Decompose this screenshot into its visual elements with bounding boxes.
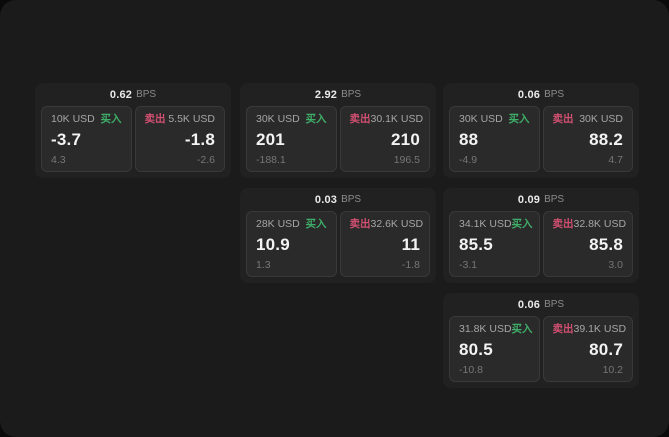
bps-spread-header: 0.62 BPS [41,83,225,106]
buy-size-label: 34.1K USD [459,218,512,230]
bps-value: 0.03 [314,193,338,206]
bps-value: 2.92 [314,88,338,101]
buy-quote-panel[interactable]: 31.8K USD 买入 80.5 -10.8 [449,316,540,382]
bps-spread-header: 0.06 BPS [449,83,633,106]
sell-price: -1.8 [184,130,215,149]
buy-quote-panel[interactable]: 30K USD 买入 201 -188.1 [246,106,337,172]
sell-label: 卖出 [552,113,574,125]
buy-sub-value: -10.8 [459,363,483,376]
sell-size-label: 39.1K USD [573,323,627,335]
buy-label: 买入 [100,113,122,125]
bps-spread-header: 0.06 BPS [449,293,633,316]
sell-size-label: 32.8K USD [573,218,627,230]
sell-size-label: 32.6K USD [370,218,424,230]
sell-quote-panel[interactable]: 卖出 39.1K USD 80.7 10.2 [542,316,633,382]
quote-card: 0.06 BPS 31.8K USD 买入 80.5 -10.8 卖出 39.1… [443,293,639,388]
sell-sub-value: 4.7 [608,153,623,166]
sell-sub-value: -2.6 [196,153,215,166]
sell-price: 11 [401,235,420,254]
bps-unit-label: BPS [544,194,565,205]
buy-label: 买入 [508,113,530,125]
sell-quote-panel[interactable]: 卖出 5.5K USD -1.8 -2.6 [134,106,225,172]
buy-quote-panel[interactable]: 10K USD 买入 -3.7 4.3 [41,106,132,172]
quote-card: 0.06 BPS 30K USD 买入 88 -4.9 卖出 30K USD 8… [443,83,639,178]
bps-value: 0.09 [517,193,541,206]
quote-card: 2.92 BPS 30K USD 买入 201 -188.1 卖出 30.1K … [240,83,436,178]
bps-value: 0.06 [517,298,541,311]
sell-price: 85.8 [589,235,623,254]
buy-size-label: 10K USD [51,113,95,125]
sell-size-label: 30.1K USD [370,113,424,125]
buy-sub-value: 1.3 [256,258,271,271]
bps-unit-label: BPS [341,194,362,205]
bps-value: 0.06 [517,88,541,101]
buy-price: 10.9 [256,235,290,254]
buy-price: 88 [459,130,479,149]
quote-card: 0.03 BPS 28K USD 买入 10.9 1.3 卖出 32.6K US… [240,188,436,283]
sell-quote-panel[interactable]: 卖出 30.1K USD 210 196.5 [339,106,430,172]
buy-quote-panel[interactable]: 30K USD 买入 88 -4.9 [449,106,540,172]
sell-sub-value: 10.2 [602,363,623,376]
buy-label: 买入 [305,218,327,230]
sell-label: 卖出 [349,113,371,125]
bps-unit-label: BPS [136,89,157,100]
bps-value: 0.62 [109,88,133,101]
sell-quote-panel[interactable]: 卖出 30K USD 88.2 4.7 [542,106,633,172]
sell-sub-value: 3.0 [608,258,623,271]
bps-spread-header: 2.92 BPS [246,83,430,106]
buy-size-label: 30K USD [459,113,503,125]
sell-price: 210 [391,130,420,149]
bps-unit-label: BPS [544,299,565,310]
bps-spread-header: 0.03 BPS [246,188,430,211]
bps-unit-label: BPS [341,89,362,100]
buy-size-label: 30K USD [256,113,300,125]
sell-label: 卖出 [552,323,574,335]
buy-sub-value: -188.1 [256,153,286,166]
buy-price: 201 [256,130,285,149]
buy-sub-value: -4.9 [459,153,478,166]
buy-label: 买入 [305,113,327,125]
sell-label: 卖出 [349,218,371,230]
sell-size-label: 5.5K USD [168,113,215,125]
sell-sub-value: -1.8 [401,258,420,271]
sell-size-label: 30K USD [579,113,623,125]
sell-label: 卖出 [144,113,166,125]
buy-price: 80.5 [459,340,493,359]
buy-price: 85.5 [459,235,493,254]
buy-quote-panel[interactable]: 28K USD 买入 10.9 1.3 [246,211,337,277]
bps-unit-label: BPS [544,89,565,100]
sell-label: 卖出 [552,218,574,230]
sell-quote-panel[interactable]: 卖出 32.8K USD 85.8 3.0 [542,211,633,277]
buy-label: 买入 [511,323,533,335]
buy-quote-panel[interactable]: 34.1K USD 买入 85.5 -3.1 [449,211,540,277]
buy-size-label: 28K USD [256,218,300,230]
bps-spread-header: 0.09 BPS [449,188,633,211]
buy-sub-value: 4.3 [51,153,66,166]
buy-sub-value: -3.1 [459,258,478,271]
sell-sub-value: 196.5 [393,153,420,166]
buy-price: -3.7 [51,130,82,149]
sell-quote-panel[interactable]: 卖出 32.6K USD 11 -1.8 [339,211,430,277]
buy-label: 买入 [511,218,533,230]
buy-size-label: 31.8K USD [459,323,512,335]
quote-card: 0.62 BPS 10K USD 买入 -3.7 4.3 卖出 5.5K USD… [35,83,231,178]
quote-card: 0.09 BPS 34.1K USD 买入 85.5 -3.1 卖出 32.8K… [443,188,639,283]
sell-price: 88.2 [589,130,623,149]
sell-price: 80.7 [589,340,623,359]
